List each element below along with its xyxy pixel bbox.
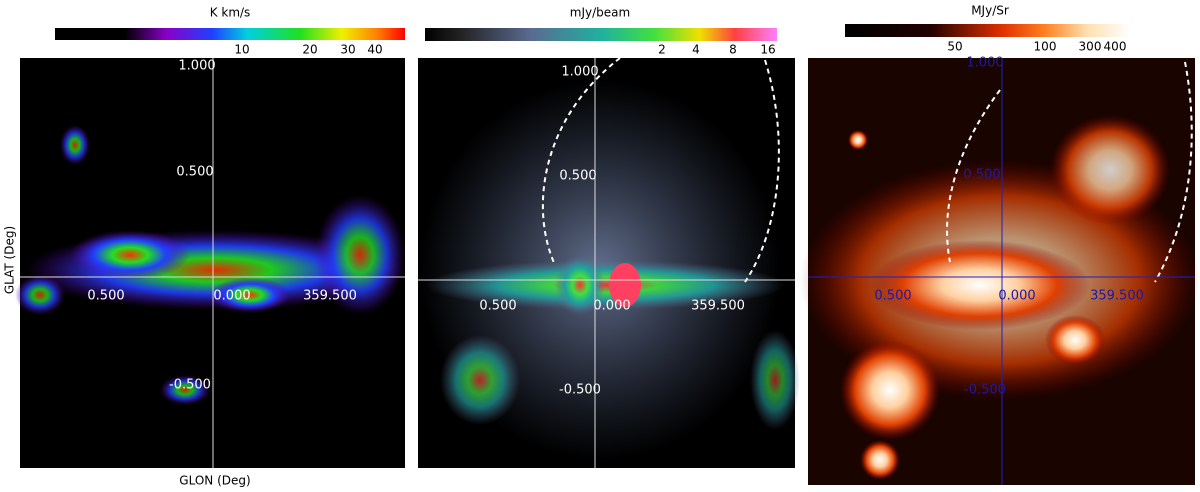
dashed-arc (946, 89, 1001, 263)
image-radio (418, 58, 800, 468)
colorbar-tick: 8 (729, 43, 737, 57)
axis-label: 0.000 (998, 289, 1035, 304)
colorbar-tick: 50 (947, 40, 962, 54)
colorbar-label: MJy/Sr (971, 4, 1009, 18)
axis-label: 0.000 (213, 289, 250, 304)
image-co (15, 58, 405, 468)
dashed-arc (744, 59, 780, 283)
colorbar (845, 24, 1130, 37)
colorbar-label: mJy/beam (570, 6, 630, 20)
dashed-arc (1154, 61, 1193, 283)
colorbar-tick: 40 (367, 43, 382, 57)
colorbar-tick: 400 (1104, 40, 1127, 54)
axis-label: -0.500 (559, 383, 601, 398)
colorbar-tick: 30 (340, 43, 355, 57)
colorbar-tick: 16 (760, 43, 775, 57)
colorbar (55, 28, 405, 40)
axis-label: 1.000 (561, 65, 598, 80)
y-axis-title: GLAT (Deg) (3, 226, 17, 294)
axis-label: 359.500 (303, 289, 357, 304)
x-axis-title: GLON (Deg) (179, 474, 250, 488)
colorbar-tick: 2 (658, 43, 666, 57)
colorbar-tick: 4 (692, 43, 700, 57)
axis-label: -0.500 (169, 378, 211, 393)
axis-label: 1.000 (966, 56, 1003, 71)
axis-label: 359.500 (1090, 289, 1144, 304)
axis-label: 0.500 (87, 289, 124, 304)
axis-label: 0.500 (176, 165, 213, 180)
dashed-arc (541, 57, 621, 266)
axis-label: 359.500 (691, 299, 745, 314)
axis-label: 0.500 (963, 168, 1000, 183)
colorbar-tick: 20 (302, 43, 317, 57)
axis-label: -0.500 (964, 383, 1006, 398)
image-infrared (800, 58, 1200, 485)
axis-label: 0.500 (874, 289, 911, 304)
colorbar-tick: 300 (1079, 40, 1102, 54)
colorbar-label: K km/s (210, 6, 251, 20)
axis-label: 0.500 (479, 299, 516, 314)
colorbar-tick: 100 (1034, 40, 1057, 54)
axis-label: 0.000 (593, 299, 630, 314)
colorbar-tick: 10 (234, 43, 249, 57)
axis-label: 0.500 (559, 169, 596, 184)
axis-label: 1.000 (178, 59, 215, 74)
colorbar (425, 28, 777, 41)
